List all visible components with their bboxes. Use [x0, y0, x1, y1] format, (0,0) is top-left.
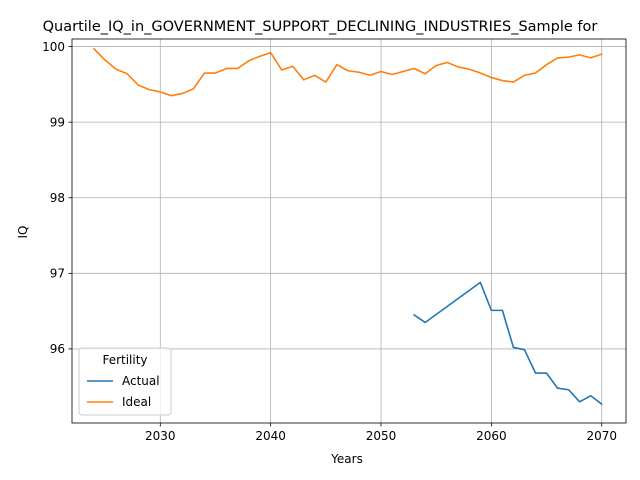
grid-lines — [72, 39, 626, 423]
legend-label-ideal: Ideal — [122, 395, 151, 409]
legend-label-actual: Actual — [122, 374, 160, 388]
series-line-actual — [412, 281, 603, 406]
y-axis-label: IQ — [16, 226, 30, 239]
legend: Fertility Actual Ideal — [78, 347, 172, 416]
y-tick-label: 96 — [50, 342, 65, 356]
x-tick-label: 2050 — [366, 429, 397, 443]
x-tick-label: 2060 — [476, 429, 507, 443]
axis-ticks: 2030 2040 2050 2060 2070 96 97 98 99 100 — [42, 40, 617, 443]
y-tick-label: 98 — [50, 191, 65, 205]
y-tick-label: 99 — [50, 115, 65, 129]
legend-box — [78, 347, 172, 416]
x-axis-label: Years — [330, 452, 363, 466]
series-line-ideal — [92, 47, 603, 97]
series-lines — [92, 47, 603, 406]
x-tick-label: 2030 — [145, 429, 176, 443]
y-tick-label: 97 — [50, 267, 65, 281]
chart-title: Quartile_IQ_in_GOVERNMENT_SUPPORT_DECLIN… — [43, 19, 598, 35]
x-tick-label: 2040 — [255, 429, 286, 443]
x-tick-label: 2070 — [586, 429, 617, 443]
plot-area-frame — [71, 38, 627, 424]
y-tick-label: 100 — [42, 40, 65, 54]
legend-title: Fertility — [102, 353, 147, 367]
